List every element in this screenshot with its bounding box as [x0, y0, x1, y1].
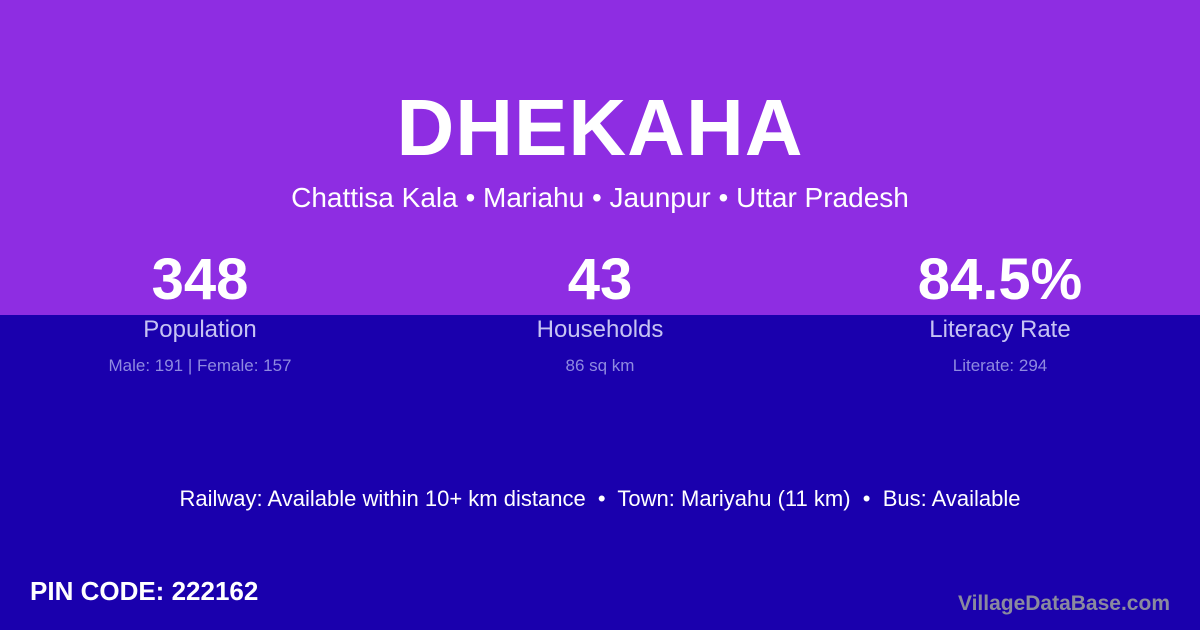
header-band [0, 0, 1200, 315]
stat-value: 348 [151, 247, 249, 312]
pin-code: PIN CODE: 222162 [30, 576, 259, 606]
stat-households: 43 Households 86 sq km [400, 248, 800, 376]
stat-literacy: 84.5% Literacy Rate Literate: 294 [800, 248, 1200, 376]
stat-detail: 86 sq km [565, 356, 635, 375]
stat-label: Households [536, 316, 664, 343]
stat-value: 84.5% [917, 247, 1083, 312]
brand-logo: VillageDataBase.com [957, 592, 1170, 615]
stat-value: 43 [567, 247, 633, 312]
stat-detail: Literate: 294 [952, 356, 1048, 375]
stat-population: 348 Population Male: 191 | Female: 157 [0, 248, 400, 376]
stat-label: Literacy Rate [929, 316, 1071, 343]
transport-info: Railway: Available within 10+ km distanc… [179, 486, 1021, 511]
village-title: DHEKAHA [396, 83, 804, 172]
stat-detail: Male: 191 | Female: 157 [108, 356, 292, 375]
location-breadcrumb: Chattisa Kala • Mariahu • Jaunpur • Utta… [291, 182, 909, 213]
stat-label: Population [143, 316, 257, 343]
